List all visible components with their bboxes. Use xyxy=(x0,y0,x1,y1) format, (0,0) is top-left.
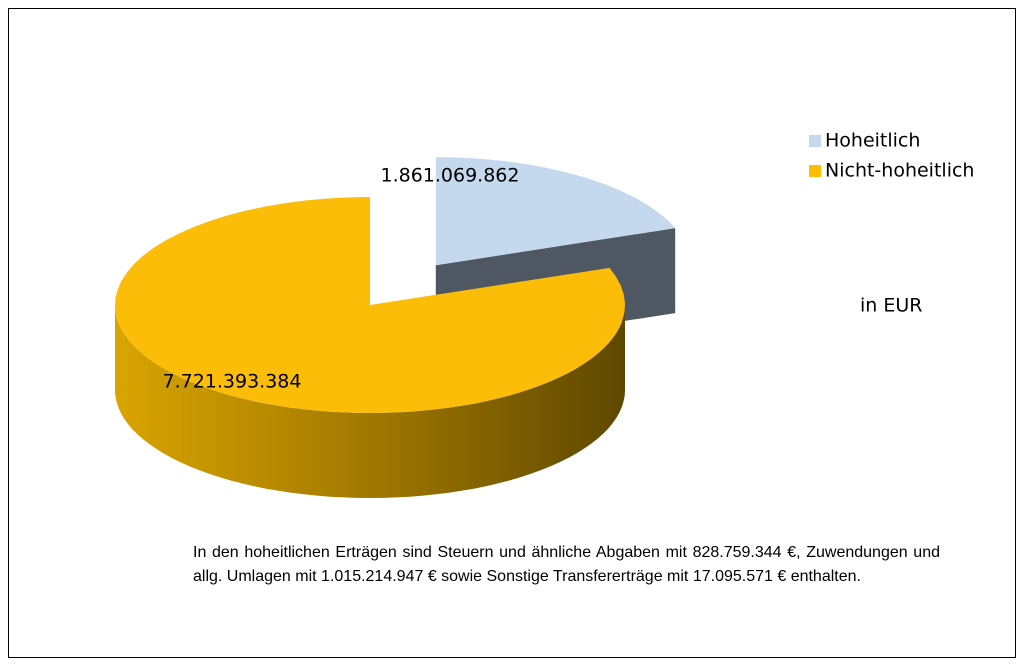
footnote: In den hoheitlichen Erträgen sind Steuer… xyxy=(193,544,940,585)
slice-wall xyxy=(115,305,625,498)
legend-swatch xyxy=(809,135,821,147)
legend-label: Nicht-hoheitlich xyxy=(825,160,974,182)
unit-label: in EUR xyxy=(860,295,922,317)
legend-label: Hoheitlich xyxy=(825,130,920,152)
legend-swatch xyxy=(809,165,821,177)
slice xyxy=(115,197,625,413)
data-label: 7.721.393.384 xyxy=(162,371,301,393)
slice xyxy=(435,157,676,266)
data-label: 1.861.069.862 xyxy=(380,165,519,187)
chart-frame xyxy=(8,8,1016,658)
